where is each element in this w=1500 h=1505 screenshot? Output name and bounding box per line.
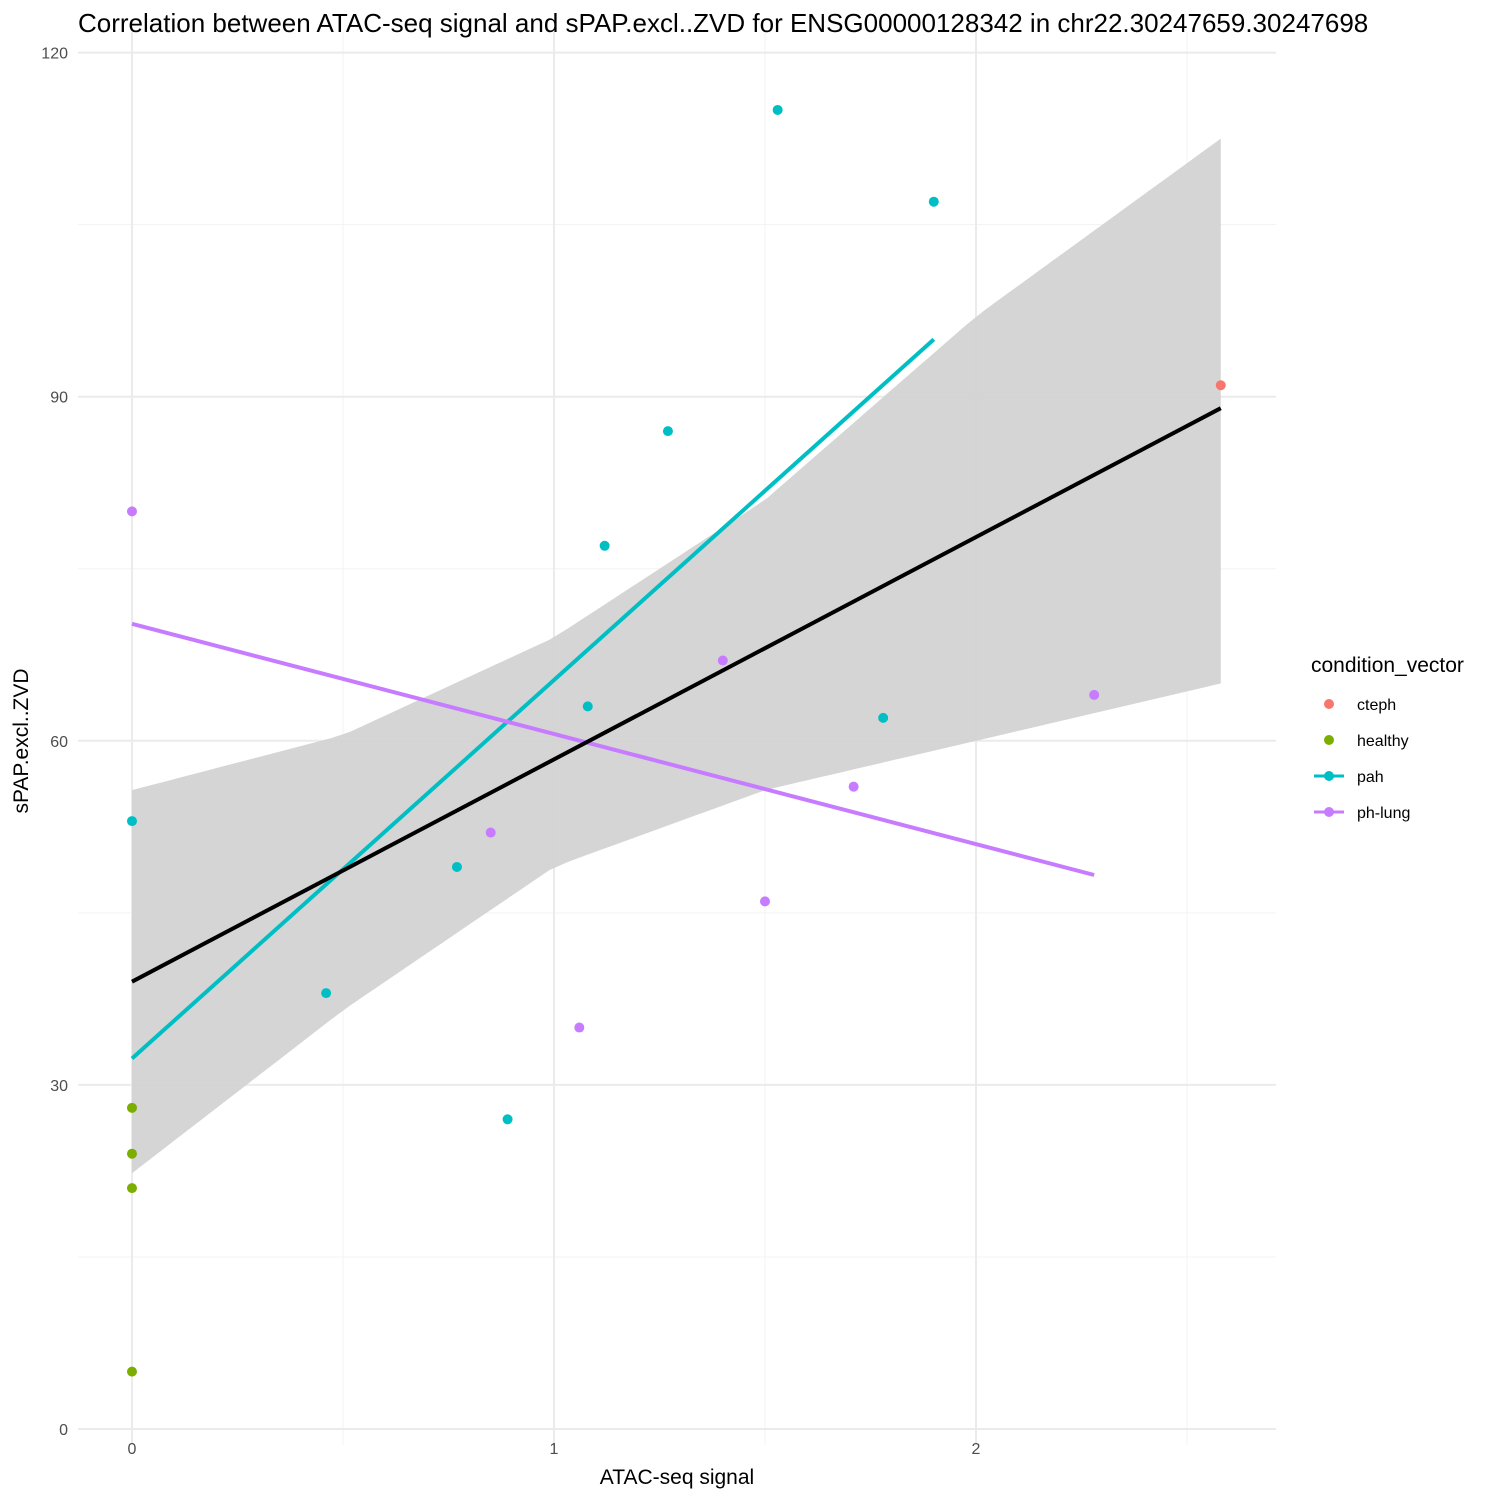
point-ph-lung xyxy=(574,1022,585,1033)
legend-item-healthy: healthy xyxy=(1324,733,1409,750)
point-pah xyxy=(502,1114,513,1125)
y-tick-label: 120 xyxy=(41,46,68,63)
point-pah xyxy=(662,426,673,437)
point-healthy xyxy=(127,1366,137,1377)
point-healthy xyxy=(127,1183,137,1194)
point-pah xyxy=(321,988,332,999)
legend-item-pah: pah xyxy=(1314,769,1384,786)
legend-label: pah xyxy=(1357,769,1384,786)
points-layer xyxy=(127,104,1226,1377)
point-ph-lung xyxy=(717,655,728,666)
point-healthy xyxy=(127,1102,137,1113)
legend-key-point xyxy=(1324,771,1334,781)
x-axis-title: ATAC-seq signal xyxy=(600,1466,754,1489)
point-pah xyxy=(772,104,783,115)
y-tick-label: 0 xyxy=(59,1422,68,1439)
y-axis-title: sPAP.excl..ZVD xyxy=(10,668,33,813)
legend-label: ph-lung xyxy=(1357,805,1410,822)
trend-lines-layer xyxy=(130,337,1222,1061)
legend-label: healthy xyxy=(1357,733,1409,750)
trend-line-pah xyxy=(130,337,936,1061)
point-pah xyxy=(878,712,889,723)
x-tick-label: 0 xyxy=(128,1441,137,1458)
point-cteph xyxy=(1215,380,1226,391)
point-healthy xyxy=(127,1148,137,1159)
legend-label: cteph xyxy=(1357,697,1396,714)
point-ph-lung xyxy=(127,506,137,517)
point-ph-lung xyxy=(1089,689,1100,700)
legend-key-point xyxy=(1324,807,1334,817)
point-pah xyxy=(599,540,610,551)
legend-title: condition_vector xyxy=(1311,654,1464,677)
x-tick-label: 1 xyxy=(550,1441,559,1458)
point-ph-lung xyxy=(848,781,859,792)
point-pah xyxy=(451,861,462,872)
point-pah xyxy=(582,701,593,712)
legend-key-point xyxy=(1324,699,1334,709)
point-pah xyxy=(127,816,137,827)
point-ph-lung xyxy=(485,827,496,838)
legend-item-ph-lung: ph-lung xyxy=(1314,805,1410,822)
legend-key-point xyxy=(1324,735,1334,745)
legend-item-cteph: cteph xyxy=(1324,697,1396,714)
y-tick-label: 30 xyxy=(50,1078,68,1095)
trend-line-ph-lung xyxy=(131,621,1095,877)
x-tick-label: 2 xyxy=(972,1441,981,1458)
y-tick-label: 60 xyxy=(50,734,68,751)
overall-fit-line xyxy=(131,406,1222,984)
confidence-band xyxy=(132,138,1221,1174)
legend: condition_vector cteph healthy pah ph-lung xyxy=(1311,654,1464,822)
chart-title: Correlation between ATAC-seq signal and … xyxy=(78,8,1368,38)
y-tick-label: 90 xyxy=(50,390,68,407)
confidence-band-layer xyxy=(132,138,1221,1174)
point-ph-lung xyxy=(760,896,770,907)
point-pah xyxy=(928,196,939,207)
